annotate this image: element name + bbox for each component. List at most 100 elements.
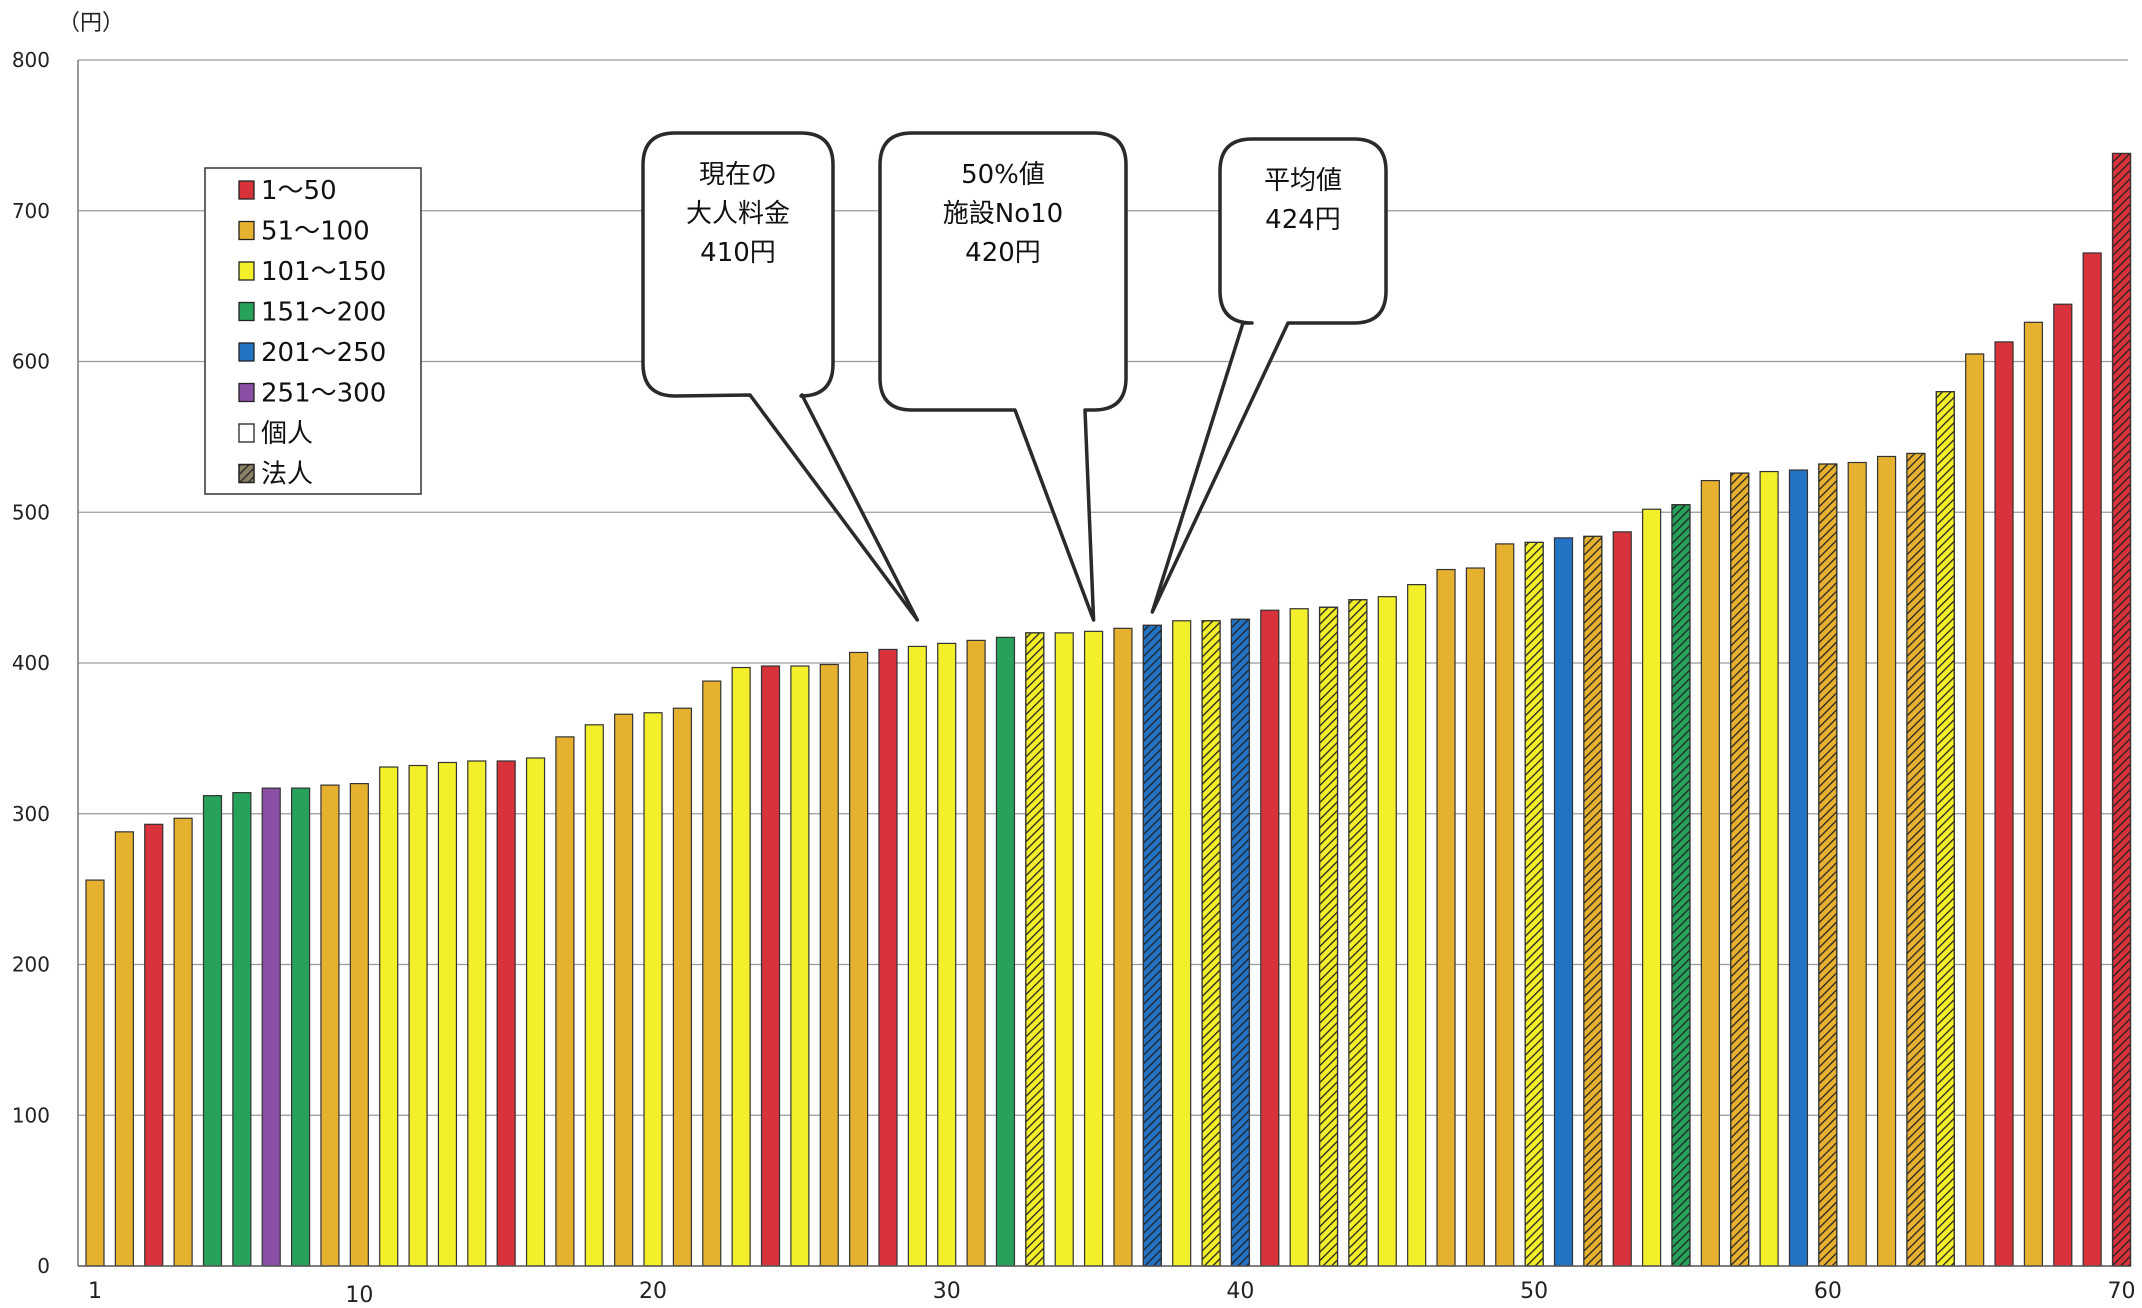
x-tick-label: 20 bbox=[639, 1279, 667, 1304]
legend-swatch bbox=[238, 423, 255, 443]
bar bbox=[1612, 531, 1632, 1267]
bar bbox=[849, 651, 869, 1267]
bar bbox=[937, 642, 957, 1267]
bar bbox=[379, 766, 399, 1267]
bar-fill bbox=[379, 766, 399, 1267]
legend-entry: 51～100 bbox=[238, 217, 370, 247]
legend-label: 法人 bbox=[261, 460, 313, 490]
bar-fill bbox=[202, 795, 223, 1267]
bar bbox=[2082, 252, 2102, 1267]
bar bbox=[1876, 455, 1897, 1267]
legend-entry: 個人 bbox=[238, 419, 313, 449]
bar bbox=[1671, 504, 1691, 1267]
bar bbox=[1083, 630, 1104, 1267]
bar-fill bbox=[144, 823, 164, 1267]
bar bbox=[232, 792, 252, 1267]
bar-fill bbox=[731, 666, 751, 1267]
callout-bubble bbox=[878, 131, 1128, 622]
bar bbox=[614, 713, 634, 1267]
bar-fill bbox=[907, 645, 927, 1267]
bar bbox=[1553, 537, 1574, 1267]
y-tick-label: 100 bbox=[12, 1103, 50, 1127]
callout-text-line: 50%値 bbox=[961, 160, 1045, 190]
bar-fill bbox=[320, 784, 340, 1267]
bar-fill bbox=[1759, 470, 1779, 1267]
x-tick-label: 70 bbox=[2108, 1279, 2136, 1304]
bar bbox=[1260, 609, 1280, 1267]
bar bbox=[496, 760, 516, 1267]
bar bbox=[672, 707, 693, 1267]
legend-entry: 法人 bbox=[238, 460, 313, 490]
bar bbox=[1465, 567, 1485, 1267]
bar bbox=[467, 760, 487, 1267]
bar-fill bbox=[85, 879, 105, 1267]
bar bbox=[1935, 391, 1955, 1267]
legend-swatch bbox=[238, 382, 255, 403]
bar bbox=[1348, 599, 1368, 1267]
y-axis-ticks: 0 100 200 300 400 500 600 700 800 bbox=[12, 48, 50, 1278]
bar bbox=[966, 639, 986, 1267]
bar-fill bbox=[1465, 567, 1485, 1267]
legend-label: 個人 bbox=[261, 419, 313, 449]
x-tick-label: 1 bbox=[88, 1279, 102, 1304]
bar bbox=[1495, 543, 1515, 1267]
bar-fill bbox=[1289, 608, 1309, 1267]
bar bbox=[1730, 472, 1750, 1267]
bar-hatch bbox=[1730, 472, 1750, 1267]
callout-text-line: 大人料金 bbox=[686, 199, 790, 229]
x-axis-ticks: 1 10 20 30 40 50 60 70 bbox=[88, 1279, 2136, 1308]
bar-hatch bbox=[1671, 504, 1691, 1267]
bar bbox=[2053, 303, 2073, 1267]
bar-fill bbox=[1700, 479, 1720, 1267]
legend-entry: 151～200 bbox=[238, 298, 386, 328]
bar bbox=[144, 823, 164, 1267]
bar bbox=[1318, 606, 1339, 1267]
bar-fill bbox=[1965, 353, 1985, 1267]
bar bbox=[1289, 608, 1309, 1267]
bar-hatch bbox=[1935, 391, 1955, 1267]
bar-hatch bbox=[1906, 452, 1926, 1267]
bar-fill bbox=[1407, 584, 1427, 1267]
bar-hatch bbox=[2111, 152, 2132, 1267]
bar bbox=[2023, 321, 2044, 1267]
bar bbox=[1054, 632, 1074, 1267]
bar bbox=[555, 736, 575, 1267]
bar bbox=[290, 787, 311, 1267]
bar-fill bbox=[1495, 543, 1515, 1267]
bar-fill bbox=[819, 663, 839, 1267]
bar bbox=[1142, 624, 1162, 1267]
bar-hatch bbox=[1230, 618, 1251, 1267]
bar-fill bbox=[555, 736, 575, 1267]
bar bbox=[1172, 620, 1192, 1267]
bar-fill bbox=[760, 665, 781, 1267]
callout-text-line: 424円 bbox=[1265, 205, 1341, 235]
bar bbox=[1965, 353, 1985, 1267]
bar bbox=[408, 764, 428, 1267]
bar bbox=[85, 879, 105, 1267]
bar-fill bbox=[614, 713, 634, 1267]
bar bbox=[525, 757, 546, 1267]
bar-hatch bbox=[1025, 632, 1045, 1267]
bar-hatch bbox=[1818, 463, 1838, 1267]
legend-label: 101～150 bbox=[261, 257, 386, 287]
bar bbox=[173, 817, 193, 1267]
bar bbox=[1642, 508, 1662, 1267]
callout-bubble bbox=[641, 131, 920, 622]
bar-fill bbox=[878, 648, 898, 1267]
bar-hatch bbox=[1583, 535, 1603, 1267]
bar-fill bbox=[525, 757, 546, 1267]
bar bbox=[1994, 341, 2014, 1267]
y-tick-label: 700 bbox=[12, 199, 50, 223]
x-tick-label: 40 bbox=[1226, 1279, 1254, 1304]
bar-fill bbox=[995, 636, 1016, 1267]
bar-fill bbox=[1083, 630, 1104, 1267]
bar bbox=[437, 761, 458, 1267]
legend: 1～50 51～100 101～150 151～200 201～250 251～300 個人… bbox=[204, 167, 422, 495]
bar-fill bbox=[1612, 531, 1632, 1267]
y-tick-label: 500 bbox=[12, 500, 50, 524]
bar-fill bbox=[408, 764, 428, 1267]
y-tick-label: 600 bbox=[12, 350, 50, 374]
bar bbox=[1818, 463, 1838, 1267]
bar-fill bbox=[937, 642, 957, 1267]
